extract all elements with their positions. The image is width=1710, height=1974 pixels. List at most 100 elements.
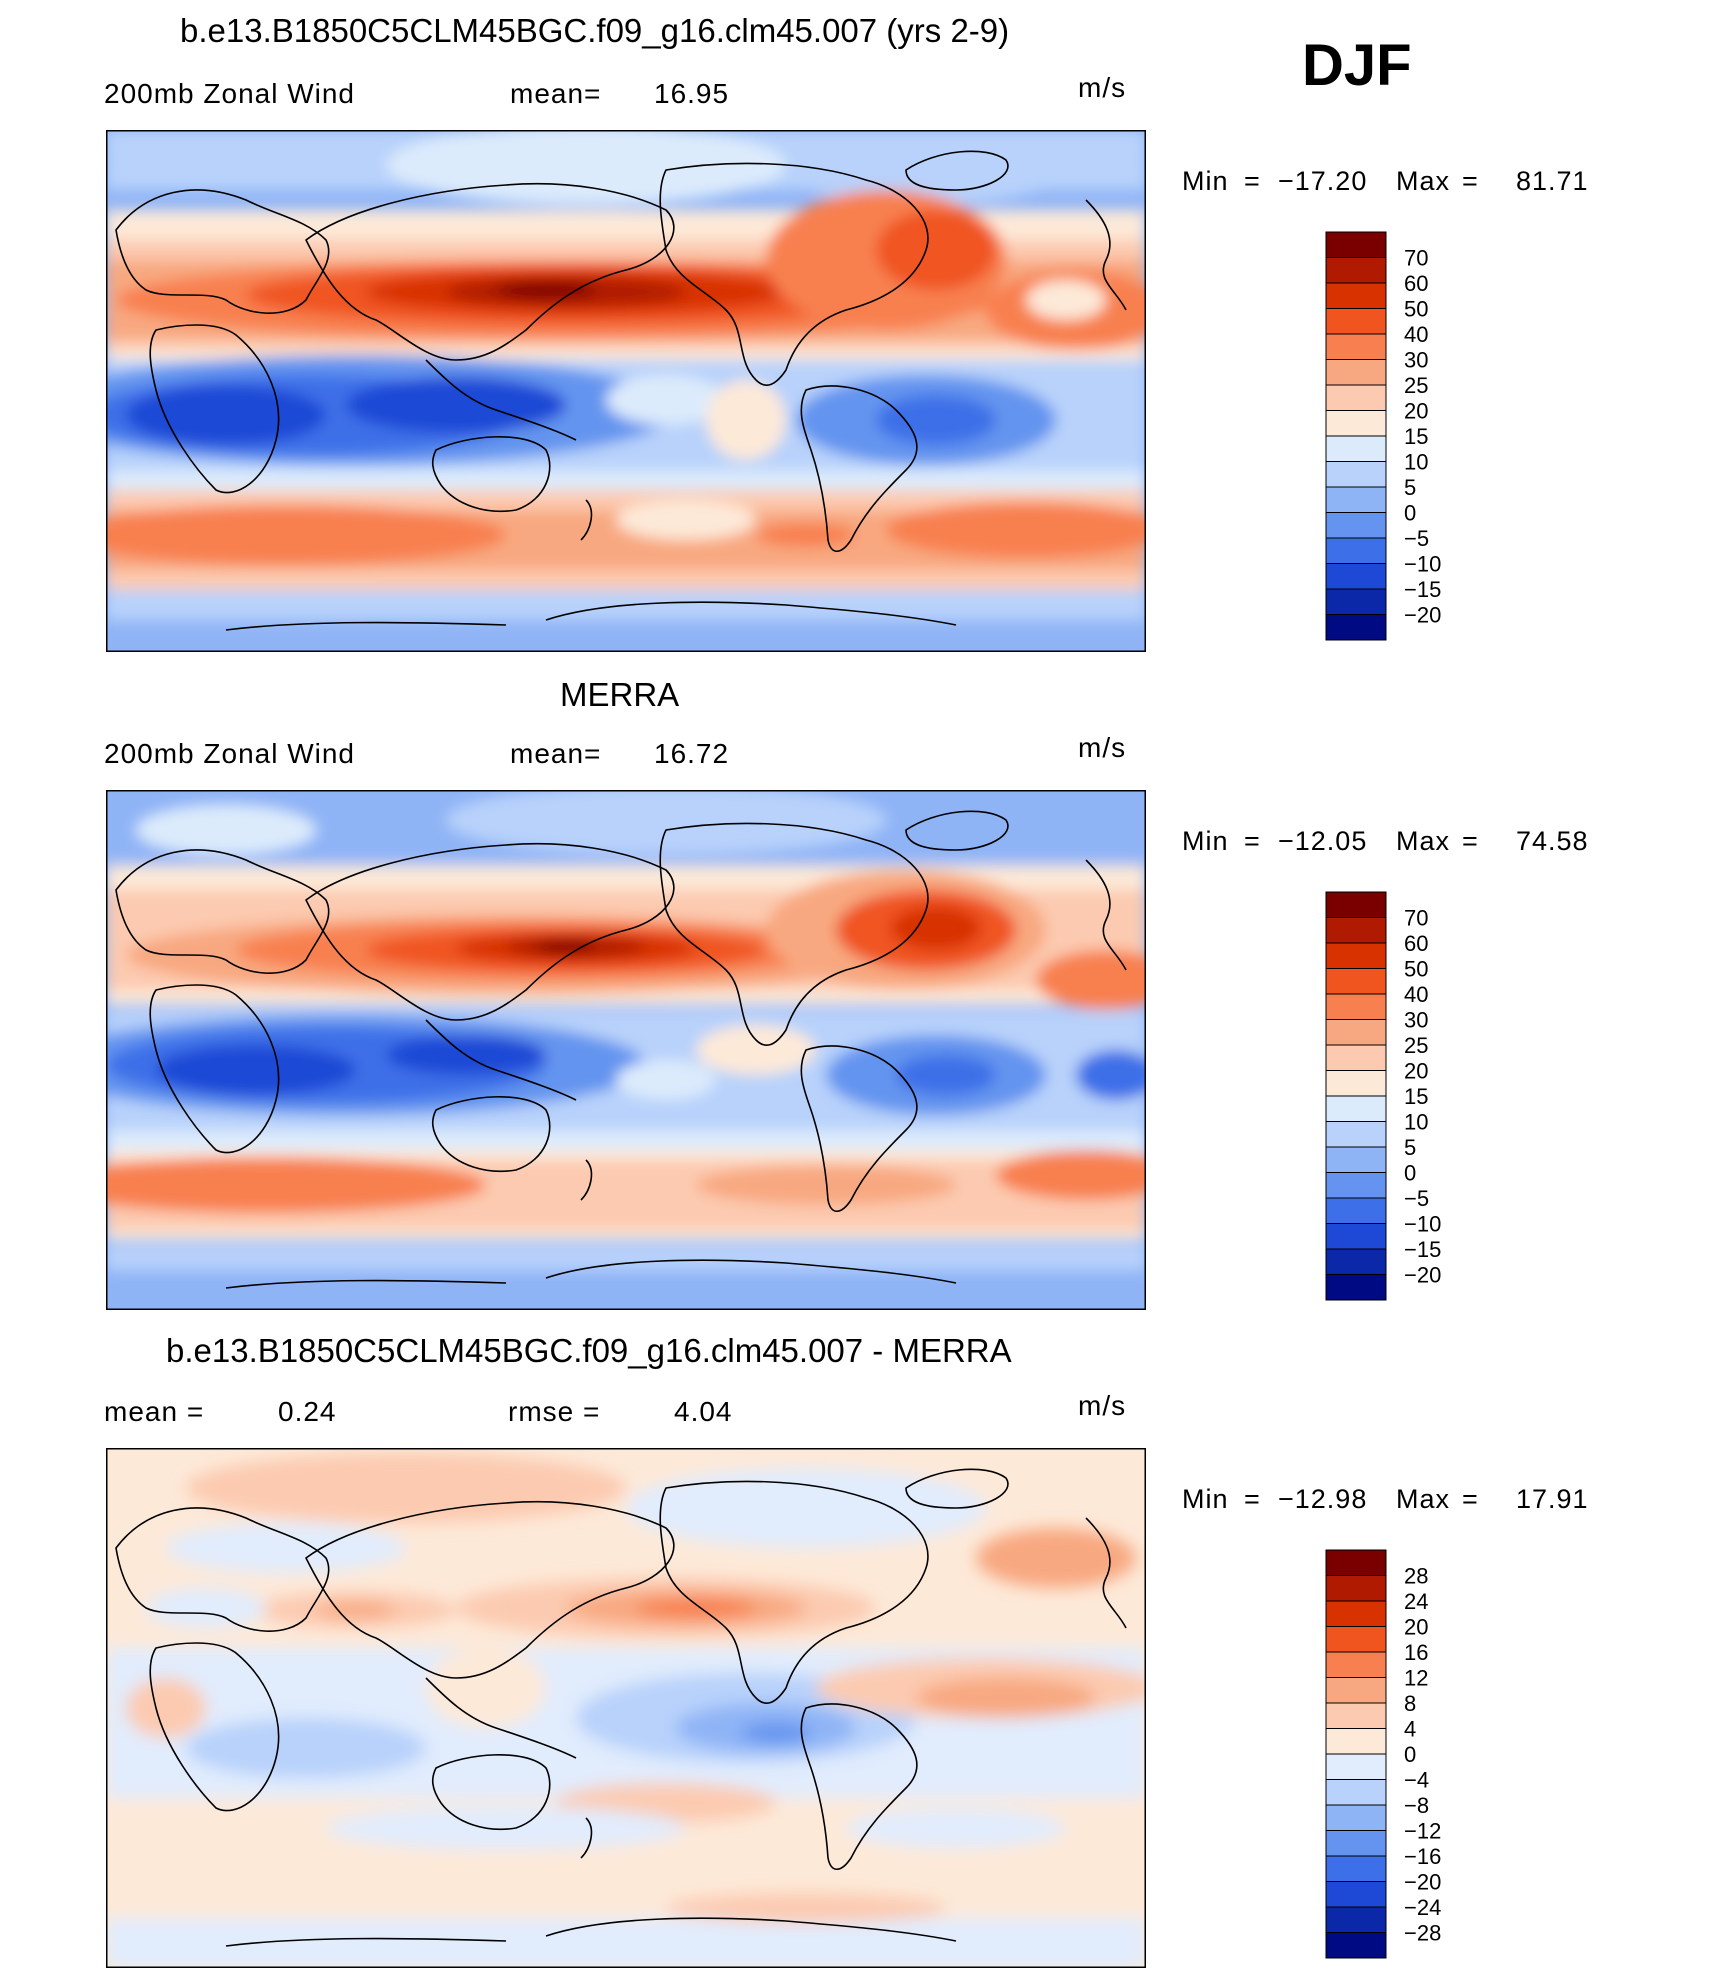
panel3-units: m/s — [1078, 1390, 1127, 1421]
colorbar-tick-label: 40 — [1404, 982, 1428, 1007]
colorbar-tick-label: −5 — [1404, 526, 1429, 551]
panel2-title: MERRA — [560, 676, 680, 713]
colorbar-swatch — [1325, 384, 1387, 411]
colorbar-tick-label: 5 — [1404, 475, 1416, 500]
panel2-eq1: = — [1244, 826, 1261, 856]
colorbar-swatch — [1325, 614, 1387, 641]
colorbar-tick-label: 15 — [1404, 1084, 1428, 1109]
colorbar-swatch — [1325, 231, 1387, 258]
colorbar-tick-label: 25 — [1404, 1033, 1428, 1058]
panel1-units: m/s — [1078, 72, 1127, 103]
panel2-field-label: 200mb Zonal Wind — [104, 738, 356, 769]
colorbar-tick-label: 40 — [1404, 322, 1428, 347]
colorbar-swatch — [1325, 1146, 1387, 1173]
colorbar-tick-label: 15 — [1404, 424, 1428, 449]
colorbar-tick-label: 20 — [1404, 1615, 1428, 1640]
panel3-mean-value: 0.24 — [278, 1396, 337, 1427]
colorbar-swatch — [1325, 1932, 1387, 1959]
colorbar-tick-label: −5 — [1404, 1186, 1429, 1211]
colorbar-swatch — [1325, 410, 1387, 437]
colorbar-tick-label: −10 — [1404, 552, 1441, 577]
panel3-max-label: Max — [1396, 1484, 1451, 1514]
colorbar-tick-label: 50 — [1404, 297, 1428, 322]
colorbar-swatch — [1325, 1575, 1387, 1602]
panel1-mean-label: mean= — [510, 78, 602, 109]
colorbar-tick-label: 28 — [1404, 1564, 1428, 1589]
panel3-coastlines — [115, 1468, 1127, 1947]
panel2-map — [106, 790, 1146, 1310]
colorbar-tick-label: 25 — [1404, 373, 1428, 398]
panel1-min-value: −17.20 — [1278, 166, 1368, 196]
colorbar-tick-label: 8 — [1404, 1691, 1416, 1716]
panel1-map-frame — [106, 130, 1146, 652]
colorbar-swatch — [1325, 435, 1387, 462]
colorbar-swatch — [1325, 1223, 1387, 1250]
colorbar-tick-label: 4 — [1404, 1717, 1416, 1742]
colorbar-tick-label: 20 — [1404, 1059, 1428, 1084]
colorbar-tick-label: 60 — [1404, 931, 1428, 956]
colorbar-tick-label: −4 — [1404, 1768, 1429, 1793]
colorbar-swatch — [1325, 359, 1387, 386]
colorbar-tick-label: 20 — [1404, 399, 1428, 424]
panel1-field-label: 200mb Zonal Wind — [104, 78, 356, 109]
panel2-wind-contours — [106, 790, 1146, 1310]
colorbar-swatch — [1325, 993, 1387, 1020]
panel1-mean-value: 16.95 — [654, 78, 730, 109]
colorbar-tick-label: −8 — [1404, 1793, 1429, 1818]
colorbar-swatch — [1325, 1753, 1387, 1780]
colorbar-swatch — [1325, 1248, 1387, 1275]
colorbar-swatch — [1325, 1804, 1387, 1831]
colorbar-swatch — [1325, 333, 1387, 360]
colorbar-swatch — [1325, 942, 1387, 969]
panel1-coastlines — [115, 150, 1127, 631]
colorbar-swatch — [1325, 1626, 1387, 1653]
panel3-max-value: 17.91 — [1516, 1484, 1589, 1514]
colorbar-swatch — [1325, 282, 1387, 309]
panel2-mean-value: 16.72 — [654, 738, 730, 769]
panel2-max-value: 74.58 — [1516, 826, 1589, 856]
colorbar-tick-label: 0 — [1404, 1161, 1416, 1186]
colorbar-swatch — [1325, 1677, 1387, 1704]
colorbar-swatch — [1325, 1549, 1387, 1576]
colorbar-tick-label: 16 — [1404, 1640, 1428, 1665]
panel1-title: b.e13.B1850C5CLM45BGC.f09_g16.clm45.007 … — [180, 12, 1010, 49]
panel3-eq2: = — [1462, 1484, 1479, 1514]
panel2-map-frame — [106, 790, 1146, 1310]
colorbar-tick-label: −15 — [1404, 577, 1441, 602]
colorbar-tick-label: 0 — [1404, 1742, 1416, 1767]
panel3-min-value: −12.98 — [1278, 1484, 1368, 1514]
colorbar-tick-label: 5 — [1404, 1135, 1416, 1160]
panel2-eq2: = — [1462, 826, 1479, 856]
panel2-max-label: Max — [1396, 826, 1451, 856]
colorbar-swatch — [1325, 917, 1387, 944]
colorbar-tick-label: 12 — [1404, 1666, 1428, 1691]
panel3-map-frame — [106, 1448, 1146, 1968]
colorbar-swatch — [1325, 1274, 1387, 1301]
panel3-wind-contours — [106, 1453, 1146, 1968]
colorbar-swatch — [1325, 1172, 1387, 1199]
colorbar-swatch — [1325, 1651, 1387, 1678]
panel2-mean-label: mean= — [510, 738, 602, 769]
colorbar-swatch — [1325, 1070, 1387, 1097]
colorbar-swatch — [1325, 486, 1387, 513]
colorbar-swatch — [1325, 1044, 1387, 1071]
panel3-title: b.e13.B1850C5CLM45BGC.f09_g16.clm45.007 … — [166, 1332, 1012, 1369]
panel2-min-value: −12.05 — [1278, 826, 1368, 856]
colorbar-tick-label: 10 — [1404, 1110, 1428, 1135]
colorbar-swatch — [1325, 1095, 1387, 1122]
panel1-map — [106, 130, 1146, 652]
colorbar-tick-label: −10 — [1404, 1212, 1441, 1237]
panel1-min-label: Min — [1182, 166, 1229, 196]
panel3-mean-label: mean = — [104, 1396, 205, 1427]
colorbar-swatch — [1325, 1779, 1387, 1806]
panel2-min-label: Min — [1182, 826, 1229, 856]
colorbar-tick-label: −24 — [1404, 1895, 1441, 1920]
colorbar-tick-label: −20 — [1404, 1870, 1441, 1895]
colorbar-tick-label: −16 — [1404, 1844, 1441, 1869]
season-label: DJF — [1302, 33, 1412, 98]
colorbar-tick-label: −15 — [1404, 1237, 1441, 1262]
colorbar-tick-label: 50 — [1404, 957, 1428, 982]
panel3-rmse-label: rmse = — [508, 1396, 601, 1427]
colorbar-swatch — [1325, 537, 1387, 564]
